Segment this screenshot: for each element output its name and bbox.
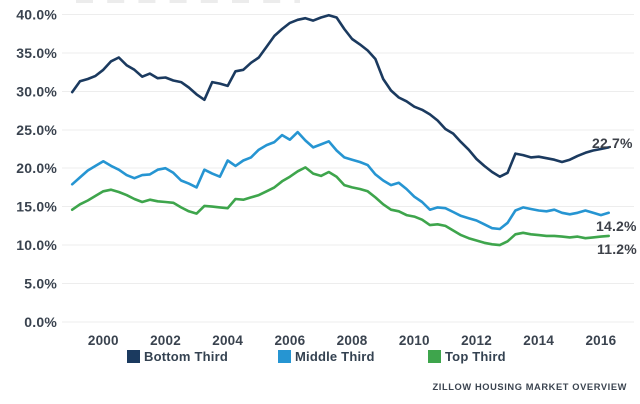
end-label-bottom-third: 22.7% bbox=[592, 135, 633, 151]
y-tick-label: 15.0% bbox=[16, 199, 57, 215]
x-tick-label: 2008 bbox=[337, 333, 368, 348]
legend-swatch-middle-third bbox=[278, 350, 291, 363]
x-tick-label: 2002 bbox=[150, 333, 181, 348]
y-tick-label: 0.0% bbox=[24, 314, 57, 330]
y-tick-label: 35.0% bbox=[16, 45, 57, 61]
x-tick-label: 2006 bbox=[274, 333, 305, 348]
x-tick-label: 2004 bbox=[212, 333, 243, 348]
x-tick-label: 2014 bbox=[523, 333, 554, 348]
x-tick-label: 2010 bbox=[399, 333, 430, 348]
y-tick-label: 25.0% bbox=[16, 122, 57, 138]
y-tick-label: 5.0% bbox=[24, 276, 57, 292]
line-middle-third bbox=[70, 130, 611, 231]
line-bottom-third bbox=[70, 13, 611, 178]
legend-swatch-top-third bbox=[428, 350, 441, 363]
end-label-top-third: 11.2% bbox=[597, 241, 637, 257]
legend: Bottom Third Middle Third Top Third bbox=[127, 349, 506, 364]
series-lines bbox=[70, 13, 611, 247]
x-axis-labels: 2000 2002 2004 2006 2008 2010 2012 2014 2016 bbox=[88, 333, 617, 348]
series-end-labels: 22.7% 14.2% 11.2% bbox=[592, 135, 637, 257]
y-axis-labels: 0.0% 5.0% 10.0% 15.0% 20.0% 25.0% 30.0% 35.0% 40… bbox=[16, 6, 57, 330]
source-note: ZILLOW HOUSING MARKET OVERVIEW bbox=[433, 382, 627, 392]
y-tick-label: 20.0% bbox=[16, 160, 57, 176]
gridlines bbox=[62, 13, 634, 323]
legend-label-middle-third: Middle Third bbox=[295, 349, 375, 364]
line-top-third bbox=[70, 166, 611, 247]
y-tick-label: 10.0% bbox=[16, 237, 57, 253]
x-tick-label: 2000 bbox=[88, 333, 119, 348]
end-label-middle-third: 14.2% bbox=[596, 218, 637, 234]
x-tick-label: 2012 bbox=[461, 333, 492, 348]
y-tick-label: 30.0% bbox=[16, 83, 57, 99]
legend-label-bottom-third: Bottom Third bbox=[144, 349, 228, 364]
x-tick-label: 2016 bbox=[585, 333, 616, 348]
legend-label-top-third: Top Third bbox=[445, 349, 506, 364]
legend-swatch-bottom-third bbox=[127, 350, 140, 363]
y-tick-label: 40.0% bbox=[16, 6, 57, 22]
